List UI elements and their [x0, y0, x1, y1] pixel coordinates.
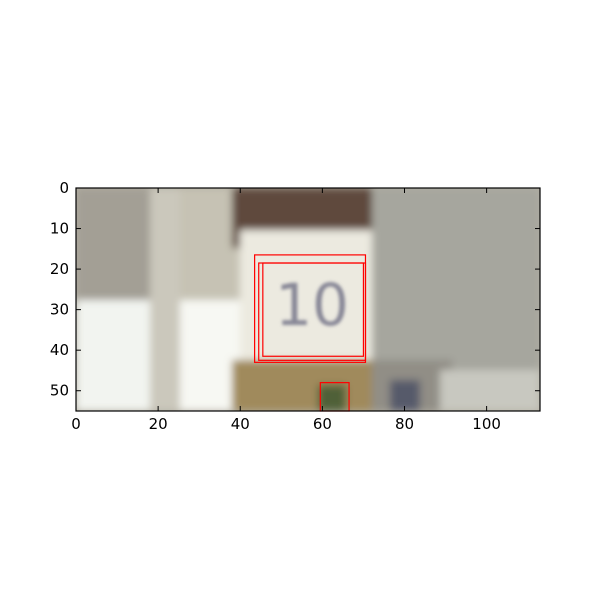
y-tick-label: 10 — [50, 220, 69, 238]
y-tick-label: 50 — [50, 382, 69, 400]
y-tick-label: 30 — [50, 301, 69, 319]
y-tick-label: 0 — [59, 179, 69, 197]
x-tick-label: 100 — [472, 415, 501, 433]
x-tick-label: 0 — [71, 415, 81, 433]
x-tick-label: 80 — [395, 415, 414, 433]
axes-frame — [75, 187, 541, 412]
x-tick-label: 40 — [231, 415, 250, 433]
bounding-box-3 — [262, 262, 365, 357]
y-tick-label: 20 — [50, 260, 69, 278]
x-tick-label: 60 — [313, 415, 332, 433]
y-tick-label: 40 — [50, 341, 69, 359]
x-tick-label: 20 — [149, 415, 168, 433]
image-number-text: 10 — [275, 271, 349, 339]
